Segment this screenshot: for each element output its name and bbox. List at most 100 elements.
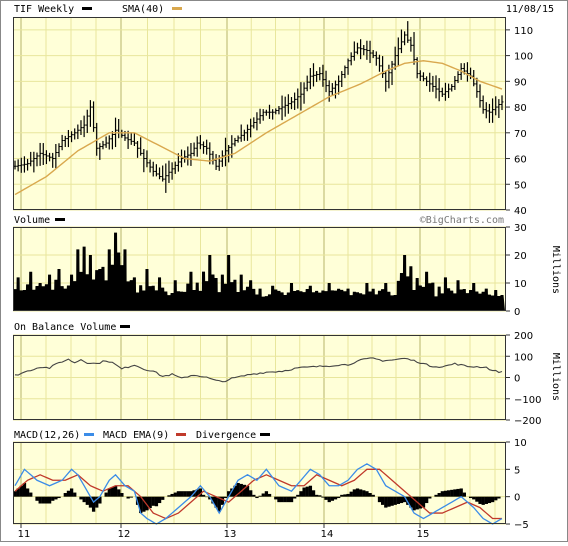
divergence-bar — [482, 497, 485, 505]
divergence-bar — [334, 497, 337, 500]
divergence-bar — [293, 497, 296, 499]
divergence-bar — [387, 497, 390, 507]
divergence-bar — [152, 497, 155, 506]
obv-ytick-label: 200 — [514, 331, 533, 342]
divergence-bar — [321, 497, 324, 498]
divergence-bar — [296, 495, 299, 497]
obv-axis-title: Millions — [550, 353, 561, 401]
divergence-bar — [224, 497, 227, 498]
divergence-bar — [183, 491, 186, 496]
divergence-bar — [262, 493, 265, 496]
divergence-bar — [394, 497, 397, 505]
divergence-bar — [494, 497, 497, 501]
divergence-bar — [83, 497, 86, 502]
divergence-bar — [346, 494, 349, 497]
price-ytick-label: 60 — [514, 155, 527, 166]
macd-ema-legend-swatch — [176, 433, 186, 436]
price-ytick-label: 80 — [514, 103, 527, 114]
volume-ytick-label: 30 — [514, 223, 527, 234]
divergence-bar — [463, 493, 466, 497]
divergence-bar — [170, 494, 173, 497]
divergence-bar — [73, 493, 76, 497]
divergence-bar — [45, 497, 48, 504]
divergence-bar — [127, 497, 130, 499]
chart-date: 11/08/15 — [506, 4, 554, 15]
macd-legend-swatch — [84, 433, 94, 436]
divergence-bar — [202, 495, 205, 497]
divergence-bar — [70, 488, 73, 496]
divergence-bar — [359, 489, 362, 496]
divergence-bar — [372, 495, 375, 497]
divergence-bar — [378, 497, 381, 502]
divergence-bar — [306, 487, 309, 497]
divergence-bar — [54, 497, 57, 500]
volume-label: Volume — [14, 215, 50, 226]
divergence-bar — [324, 497, 327, 500]
divergence-bar — [39, 497, 42, 504]
price-ytick-label: 70 — [514, 129, 527, 140]
divergence-bar — [130, 497, 133, 498]
volume-axis-title: Millions — [550, 246, 561, 294]
x-tick-label: 12 — [118, 529, 131, 540]
macd-ytick-label: 0 — [514, 493, 520, 504]
divergence-bar — [79, 497, 82, 500]
divergence-bar — [258, 496, 261, 497]
divergence-bar — [48, 497, 51, 504]
obv-ytick-label: 100 — [514, 352, 533, 363]
macd-ema-label: MACD EMA(9) — [103, 430, 169, 441]
divergence-bar — [444, 491, 447, 497]
obv-label: On Balance Volume — [14, 322, 116, 333]
divergence-legend-swatch — [260, 433, 270, 436]
divergence-bar — [485, 497, 488, 504]
divergence-bar — [177, 491, 180, 496]
divergence-bar — [478, 497, 481, 504]
volume-ytick-label: 20 — [514, 251, 527, 262]
divergence-bar — [161, 497, 164, 500]
macd-label: MACD(12,26) — [14, 430, 80, 441]
sma-legend-swatch — [172, 7, 182, 10]
divergence-bar — [221, 497, 224, 505]
macd-ytick-label: 5 — [514, 465, 520, 476]
macd-ytick-label: −5 — [514, 520, 529, 531]
divergence-bar — [155, 497, 158, 507]
price-ytick-label: 100 — [514, 52, 533, 63]
divergence-bar — [86, 497, 89, 505]
divergence-bar — [475, 497, 478, 502]
divergence-bar — [425, 497, 428, 503]
divergence-bar — [397, 497, 400, 504]
divergence-bar — [438, 493, 441, 497]
divergence-bar — [255, 497, 258, 498]
divergence-bar — [287, 497, 290, 502]
divergence-bar — [337, 497, 340, 498]
divergence-bar — [23, 483, 26, 497]
divergence-bar — [491, 497, 494, 502]
divergence-bar — [158, 497, 161, 503]
volume-ytick-label: 10 — [514, 279, 527, 290]
ticker-label: TIF Weekly — [14, 4, 74, 15]
divergence-bar — [284, 497, 287, 502]
x-tick-label: 15 — [417, 529, 430, 540]
divergence-bar — [328, 497, 331, 502]
divergence-bar — [356, 488, 359, 496]
divergence-bar — [167, 495, 170, 496]
divergence-bar — [497, 497, 500, 499]
divergence-bar — [277, 497, 280, 502]
volume-legend-swatch — [55, 218, 65, 221]
divergence-bar — [472, 497, 475, 500]
divergence-bar — [384, 497, 387, 508]
divergence-bar — [315, 495, 318, 497]
divergence-bar — [343, 494, 346, 496]
divergence-bar — [149, 497, 152, 508]
divergence-bar — [469, 497, 472, 498]
divergence-bar — [64, 493, 67, 497]
divergence-bar — [111, 487, 114, 497]
price-ytick-label: 90 — [514, 77, 527, 88]
divergence-bar — [290, 497, 293, 502]
divergence-bar — [365, 491, 368, 496]
x-tick-label: 11 — [18, 529, 31, 540]
divergence-bar — [186, 491, 189, 496]
divergence-bar — [302, 488, 305, 497]
divergence-bar — [105, 493, 108, 497]
